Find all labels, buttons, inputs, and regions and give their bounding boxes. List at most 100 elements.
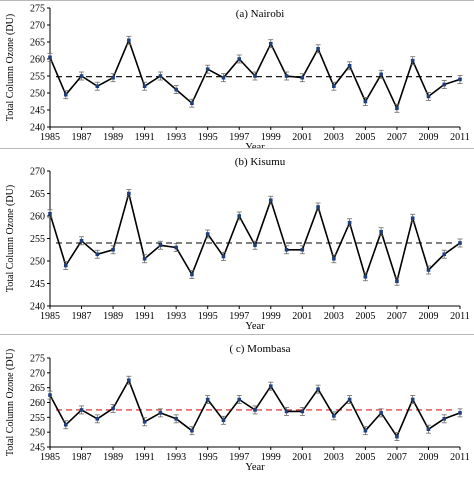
data-point <box>410 216 415 221</box>
data-point <box>158 411 163 415</box>
x-tick-label: 2009 <box>418 132 438 143</box>
x-tick-label: 1989 <box>103 132 123 143</box>
chart-panel-nairobi: 240 245 250 255 260 265 270 275 1985 1987 1989 1991… <box>0 0 474 149</box>
data-point <box>142 256 147 261</box>
data-point <box>111 75 115 80</box>
y-tick-label: 255 <box>30 413 45 424</box>
x-tick-label: 1995 <box>198 132 218 143</box>
x-axis-label: Year <box>245 321 265 332</box>
data-point <box>48 211 52 216</box>
data-point <box>316 387 320 391</box>
x-tick-label: 1989 <box>103 311 123 322</box>
x-tick-label: 2001 <box>292 132 312 143</box>
data-point <box>268 198 273 203</box>
data-point <box>410 58 415 63</box>
y-axis-label: Total Column Ozone (DU) <box>5 14 16 121</box>
data-point <box>316 205 320 209</box>
data-point <box>127 378 131 383</box>
y-tick-label: 255 <box>30 72 45 83</box>
data-point <box>253 408 257 412</box>
x-tick-label: 1993 <box>166 311 186 322</box>
y-tick-label: 270 <box>30 368 45 379</box>
data-point <box>442 417 447 421</box>
data-point <box>174 87 178 92</box>
data-point <box>395 434 399 439</box>
chart-panel-mombasa: 245 250 255 260 265 270 275 1985 1987 1989 1991 199… <box>0 334 474 482</box>
data-point <box>395 106 399 111</box>
data-point <box>221 418 226 423</box>
data-point <box>237 214 242 218</box>
data-point <box>379 72 383 77</box>
chart-title: ( c) Mombasa <box>229 343 290 355</box>
data-point <box>284 74 289 78</box>
data-point <box>79 408 84 412</box>
data-point <box>142 84 147 88</box>
y-tick-label: 255 <box>30 234 45 245</box>
data-point <box>190 101 194 105</box>
data-point <box>458 77 462 82</box>
data-point <box>253 243 257 248</box>
x-tick-label: 1997 <box>229 311 249 322</box>
data-point <box>284 409 289 414</box>
x-tick-label: 2011 <box>450 452 470 463</box>
data-point <box>363 99 368 104</box>
y-tick-label: 265 <box>30 189 45 200</box>
data-point <box>205 67 210 71</box>
y-tick-label: 270 <box>30 167 45 178</box>
data-point <box>48 55 52 60</box>
x-tick-label: 2005 <box>355 311 375 322</box>
y-tick-label: 250 <box>30 89 45 100</box>
x-tick-label: 1991 <box>135 452 155 463</box>
data-point <box>347 220 352 225</box>
data-point <box>221 75 226 80</box>
y-axis-label: Total Column Ozone (DU) <box>5 185 16 292</box>
data-point <box>237 57 242 61</box>
data-point <box>205 397 210 402</box>
x-tick-label: 2009 <box>418 311 438 322</box>
data-point <box>300 75 305 80</box>
x-tick-label: 1985 <box>40 311 60 322</box>
data-point <box>237 397 242 402</box>
x-tick-label: 2005 <box>355 132 375 143</box>
data-point <box>205 232 210 236</box>
data-point <box>426 268 431 272</box>
y-tick-label: 250 <box>30 257 45 268</box>
x-tick-label: 1997 <box>229 132 249 143</box>
x-axis-label: Year <box>245 462 265 473</box>
x-tick-label: 2007 <box>387 132 407 143</box>
data-point <box>253 74 257 78</box>
x-tick-label: 2011 <box>450 132 470 143</box>
x-tick-label: 2001 <box>292 311 312 322</box>
data-point <box>347 64 352 68</box>
x-tick-label: 2007 <box>387 452 407 463</box>
chart-panel-kisumu: 240 245 250 255 260 265 270 1985 1987 1989 1991 199… <box>0 148 474 334</box>
x-tick-label: 1989 <box>103 452 123 463</box>
data-point <box>158 243 163 248</box>
data-point <box>426 427 431 431</box>
x-tick-label: 1999 <box>261 132 281 143</box>
y-axis-label: Total Column Ozone (DU) <box>5 349 16 456</box>
data-point <box>127 191 131 196</box>
data-point <box>79 74 84 78</box>
data-point <box>363 428 368 433</box>
chart-kisumu: 240 245 250 255 260 265 270 1985 1987 1989 1991 199… <box>5 156 470 332</box>
x-tick-label: 1993 <box>166 452 186 463</box>
x-tick-label: 1993 <box>166 132 186 143</box>
data-point <box>63 92 68 97</box>
data-point <box>300 247 305 252</box>
data-point <box>268 384 273 388</box>
x-tick-label: 1995 <box>198 311 218 322</box>
data-point <box>363 274 368 279</box>
data-point <box>442 252 447 257</box>
data-point <box>111 406 115 411</box>
data-point <box>332 414 336 418</box>
data-point <box>127 38 131 43</box>
x-tick-label: 2005 <box>355 452 375 463</box>
y-tick-label: 275 <box>30 354 45 365</box>
y-tick-label: 260 <box>30 212 45 223</box>
y-tick-label: 245 <box>30 106 45 117</box>
x-tick-label: 1985 <box>40 132 60 143</box>
x-tick-label: 1991 <box>135 132 155 143</box>
data-point <box>268 41 273 46</box>
y-tick-label: 260 <box>30 55 45 66</box>
